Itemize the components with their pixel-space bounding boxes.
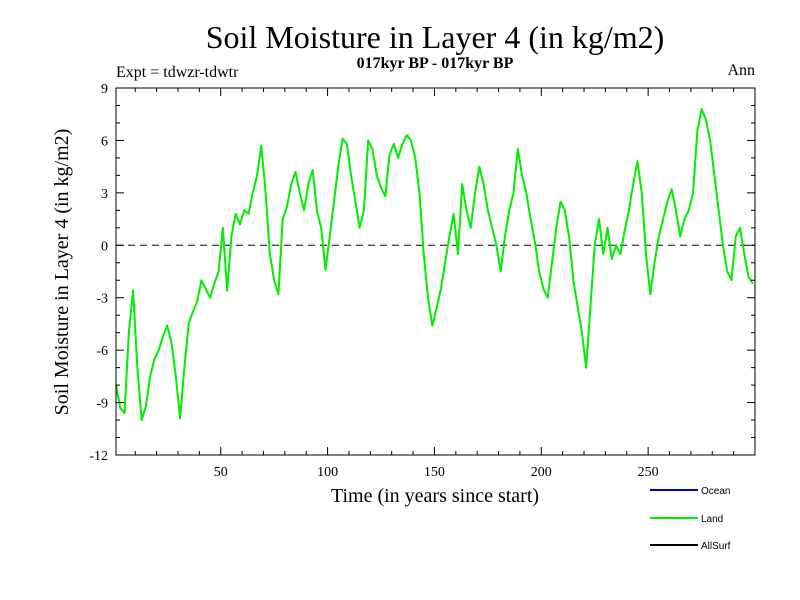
x-tick-label: 100: [317, 465, 338, 480]
x-tick-label: 250: [638, 465, 659, 480]
experiment-label: Expt = tdwzr-tdwtr: [116, 64, 239, 81]
y-tick-label: 9: [101, 82, 108, 97]
y-tick-label: -12: [89, 449, 108, 464]
series-group: [115, 107, 754, 422]
legend: Ocean Land AllSurf: [650, 486, 731, 552]
x-tick-label: 150: [424, 465, 445, 480]
x-tick-label: 50: [214, 465, 228, 480]
y-tick-label: 6: [101, 134, 108, 149]
plot-frame: [115, 87, 756, 456]
y-tick-label: -9: [96, 397, 108, 412]
x-axis-label: Time (in years since start): [331, 485, 539, 507]
chart-subtitle: 017kyr BP - 017kyr BP: [357, 55, 514, 72]
x-tick-label: 200: [531, 465, 552, 480]
legend-label-allsurf: AllSurf: [701, 541, 731, 552]
y-axis-label: Soil Moisture in Layer 4 (in kg/m2): [51, 129, 73, 416]
season-label: Ann: [727, 62, 755, 79]
y-tick-label: -3: [96, 292, 108, 307]
y-tick-label: -6: [96, 344, 108, 359]
y-tick-label: 3: [101, 187, 108, 202]
series-line-land: [115, 107, 754, 422]
legend-label-ocean: Ocean: [701, 486, 730, 497]
chart-title: Soil Moisture in Layer 4 (in kg/m2): [206, 19, 665, 55]
ticks-group: -12 -9 -6 -3 0 3 6 9 50 100 150 200 250: [89, 82, 755, 480]
legend-label-land: Land: [701, 514, 723, 525]
y-tick-label: 0: [101, 239, 108, 254]
